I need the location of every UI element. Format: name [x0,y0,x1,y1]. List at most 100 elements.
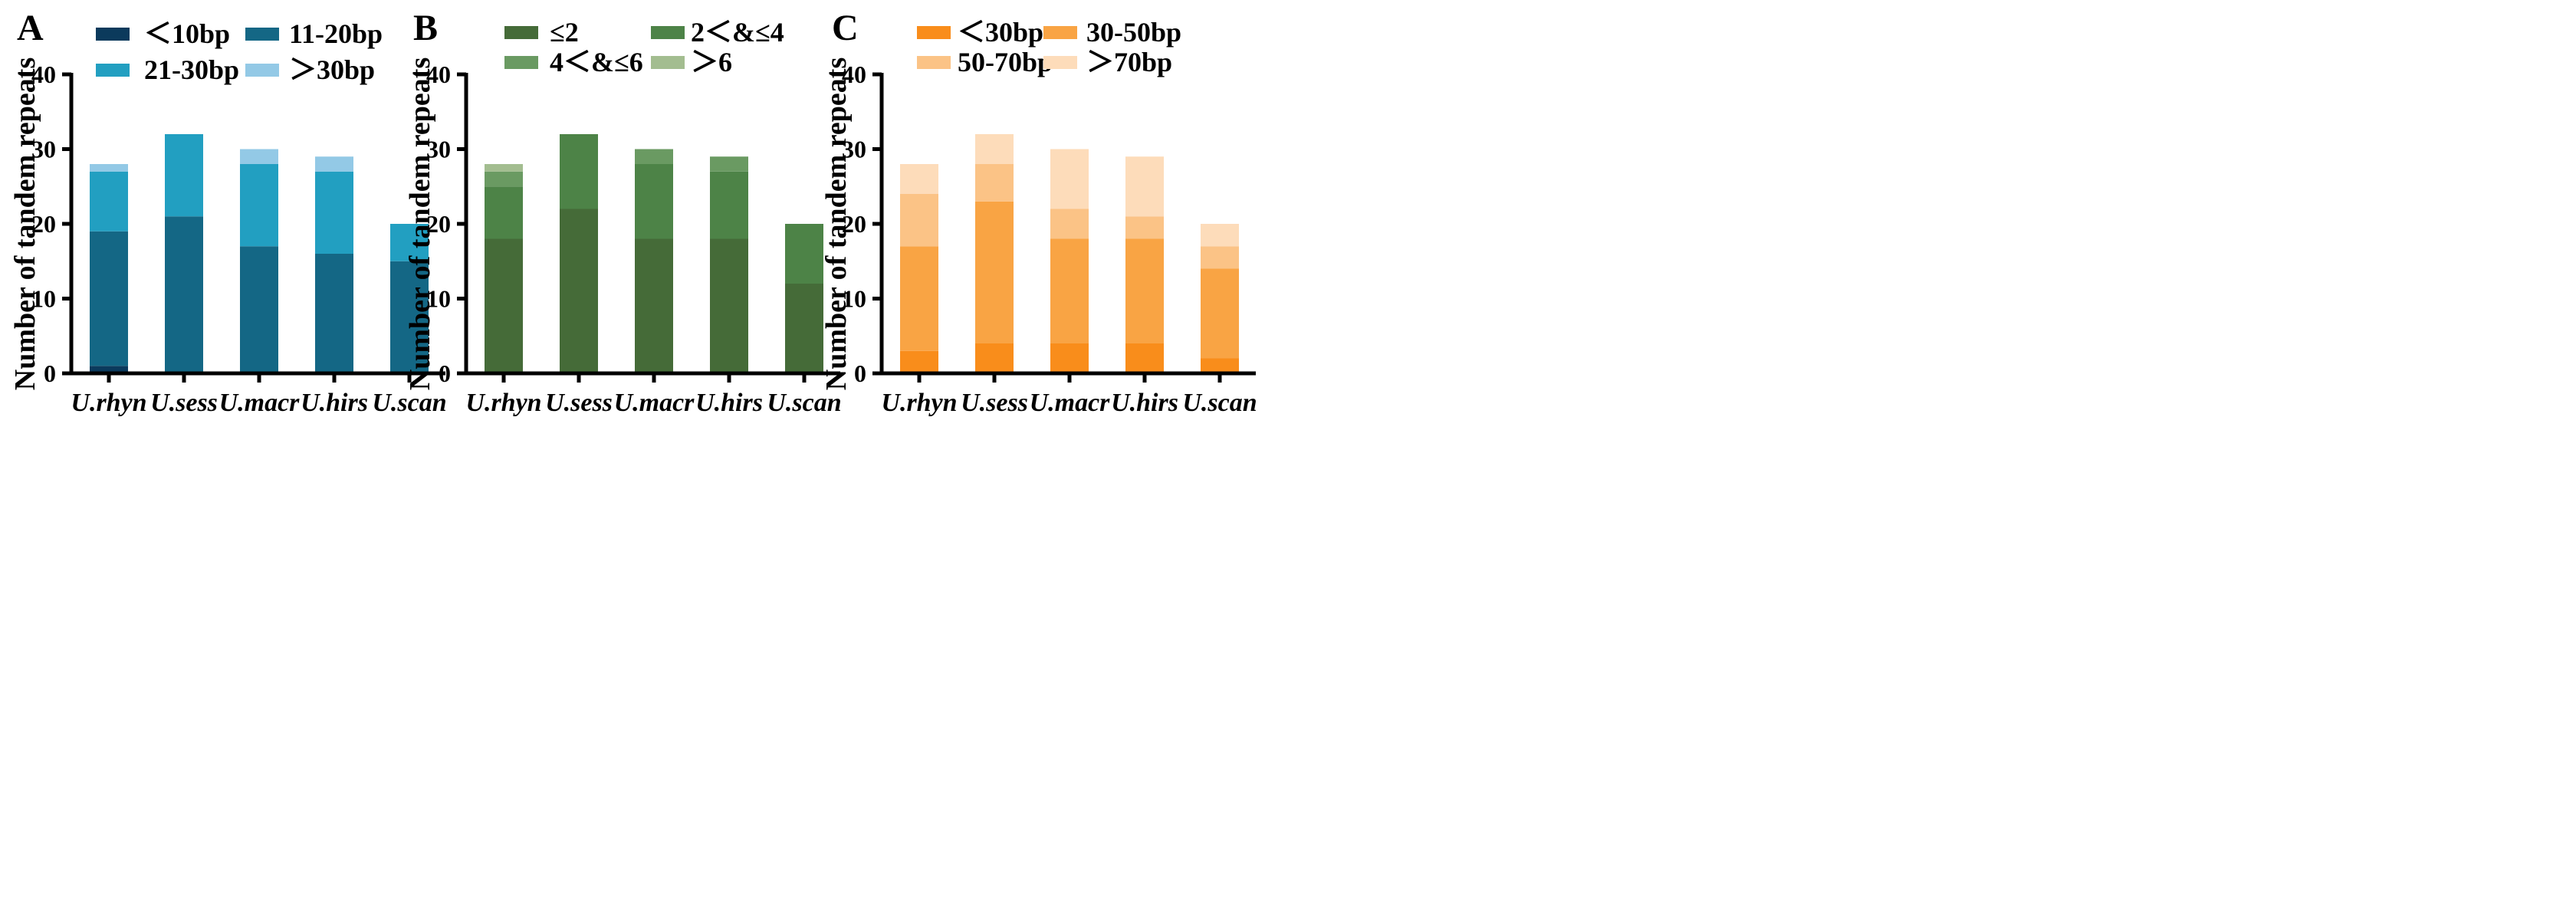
bar-u-sess-series-4: ＞70bp: 4 [975,134,1014,164]
y-axis-title: Number of tandem repeats [9,57,41,391]
bar-u-scan-series-2: 11-20bp: 15 [390,261,429,373]
y-axis-title: Number of tandem repeats [404,57,436,391]
x-tick-label-u-scan: U.scan [1182,389,1257,417]
bar-u-sess-series-3: 50-70bp: 5 [975,164,1014,202]
y-tick-label: 20 [842,210,866,238]
bar-u-hirs-series-2: 11-20bp: 16 [315,254,353,373]
bar-u-macr-series-1: ＜30bp: 4 [1050,343,1089,373]
legend-swatch-2 [1043,26,1077,39]
y-tick-label: 20 [31,210,56,238]
y-tick-label: 0 [439,360,451,387]
legend-swatch-1 [504,26,538,39]
y-tick-label: 10 [842,285,866,313]
bar-u-sess-series-1: ≤2: 22 [560,209,598,373]
x-tick-label-u-hirs: U.hirs [1111,389,1178,417]
bar-u-macr-series-4: ＞70bp: 8 [1050,149,1089,209]
bar-u-hirs-series-3: 50-70bp: 3 [1125,216,1164,239]
bar-u-rhyn-series-1: ≤2: 18 [485,238,523,373]
panel-letter: A [17,8,44,48]
bar-u-macr-series-2: 2＜&≤4: 10 [635,164,673,239]
y-tick-label: 30 [426,136,451,163]
bar-u-rhyn-series-2: 30-50bp: 14 [900,246,938,351]
bar-u-sess-series-3: 21-30bp: 11 [165,134,203,217]
chart-panel-b: ≤2: 182＜&≤4: 74＜&≤6: 2＞6: 1≤2: 222＜&≤4: … [404,8,842,417]
bar-u-hirs-series-2: 30-50bp: 14 [1125,238,1164,343]
legend-swatch-3 [917,56,951,69]
y-tick-label: 0 [854,360,866,387]
legend-swatch-4 [245,64,279,77]
panel-letter: C [832,8,859,48]
legend-swatch-1 [917,26,951,39]
bar-u-macr-series-3: 4＜&≤6: 2 [635,149,673,164]
bar-u-macr-series-3: 50-70bp: 4 [1050,209,1089,239]
x-tick-label-u-scan: U.scan [767,389,841,417]
bar-u-macr-series-2: 11-20bp: 17 [240,246,278,373]
x-tick-label-u-rhyn: U.rhyn [881,389,957,417]
legend-label-2: 11-20bp [289,18,383,49]
x-tick-label-u-sess: U.sess [961,389,1028,417]
y-tick-label: 20 [426,210,451,238]
bar-u-scan-series-4: ＞70bp: 3 [1201,224,1239,247]
legend-swatch-2 [245,28,279,41]
legend-label-4: ＞30bp [289,54,375,85]
bar-u-sess-series-2: 30-50bp: 19 [975,201,1014,343]
bar-u-rhyn-series-4: ＞30bp: 1 [90,164,128,172]
y-axis-title: Number of tandem repeats [820,57,853,391]
y-tick-label: 10 [426,285,451,313]
x-tick-label-u-macr: U.macr [614,389,695,417]
bar-u-macr-series-2: 30-50bp: 14 [1050,238,1089,343]
bar-u-macr-series-4: ＞30bp: 2 [240,149,278,164]
y-tick-label: 30 [842,136,866,163]
panel-letter: B [413,8,438,48]
x-tick-label-u-hirs: U.hirs [695,389,763,417]
bar-u-scan-series-1: ≤2: 12 [785,284,823,373]
y-tick-label: 10 [31,285,56,313]
legend-swatch-3 [504,56,538,69]
x-tick-label-u-hirs: U.hirs [301,389,368,417]
legend-label-1: ≤2 [550,17,579,48]
legend-label-1: ＜30bp [958,17,1043,48]
legend-swatch-4 [651,56,685,69]
bar-u-rhyn-series-4: ＞70bp: 4 [900,164,938,194]
bar-u-rhyn-series-3: 4＜&≤6: 2 [485,171,523,187]
y-tick-label: 40 [426,61,451,88]
legend-swatch-4 [1043,56,1077,69]
legend-label-2: 30-50bp [1086,17,1181,48]
bar-u-scan-series-3: 50-70bp: 3 [1201,246,1239,269]
legend-label-3: 21-30bp [144,54,239,85]
bar-u-hirs-series-1: ≤2: 18 [710,238,748,373]
chart-panel-c: ＜30bp: 330-50bp: 1450-70bp: 7＞70bp: 4＜30… [820,8,1257,417]
legend-swatch-3 [96,64,130,77]
bar-u-rhyn-series-1: ＜30bp: 3 [900,350,938,373]
legend-swatch-2 [651,26,685,39]
x-tick-label-u-rhyn: U.rhyn [71,389,146,417]
bar-u-rhyn-series-3: 50-70bp: 7 [900,194,938,247]
legend-label-1: ＜10bp [144,18,230,49]
legend-label-3: 4＜&≤6 [550,47,643,77]
y-tick-label: 40 [842,61,866,88]
bar-u-sess-series-2: 11-20bp: 21 [165,216,203,373]
x-tick-label-u-macr: U.macr [219,389,301,417]
bar-u-scan-series-1: ＜30bp: 2 [1201,358,1239,373]
x-tick-label-u-sess: U.sess [545,389,613,417]
bar-u-rhyn-series-1: ＜10bp: 1 [90,366,128,373]
bar-u-rhyn-series-2: 11-20bp: 18 [90,231,128,366]
bar-u-hirs-series-3: 4＜&≤6: 2 [710,156,748,172]
x-tick-label-u-sess: U.sess [150,389,218,417]
bar-u-hirs-series-4: ＞70bp: 8 [1125,156,1164,217]
bar-u-scan-series-2: 2＜&≤4: 8 [785,224,823,284]
legend-label-3: 50-70bp [958,47,1053,77]
legend-label-4: ＞70bp [1086,47,1172,77]
legend-label-4: ＞6 [691,47,732,77]
bar-u-sess-series-1: ＜30bp: 4 [975,343,1014,373]
x-tick-label-u-rhyn: U.rhyn [465,389,541,417]
legend: ≤2 2＜&≤4 4＜&≤6 ＞6 [504,17,784,77]
legend-swatch-1 [96,28,130,41]
bar-u-hirs-series-1: ＜30bp: 4 [1125,343,1164,373]
bar-u-hirs-series-3: 21-30bp: 11 [315,171,353,254]
bar-u-scan-series-2: 30-50bp: 12 [1201,268,1239,359]
y-tick-label: 40 [31,61,56,88]
bar-u-sess-series-2: 2＜&≤4: 10 [560,134,598,209]
y-tick-label: 30 [31,136,56,163]
